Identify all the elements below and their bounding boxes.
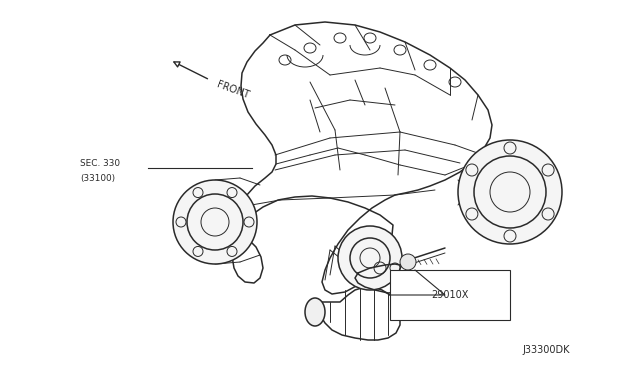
Text: (33100): (33100) [80,173,115,183]
Text: 29010X: 29010X [431,290,468,300]
Text: FRONT: FRONT [215,80,250,100]
Text: SEC. 330: SEC. 330 [80,158,120,167]
Ellipse shape [338,226,402,290]
Ellipse shape [173,180,257,264]
Ellipse shape [400,254,416,270]
Ellipse shape [305,298,325,326]
Bar [390,270,510,320]
Ellipse shape [458,140,562,244]
Text: J33300DK: J33300DK [522,345,570,355]
